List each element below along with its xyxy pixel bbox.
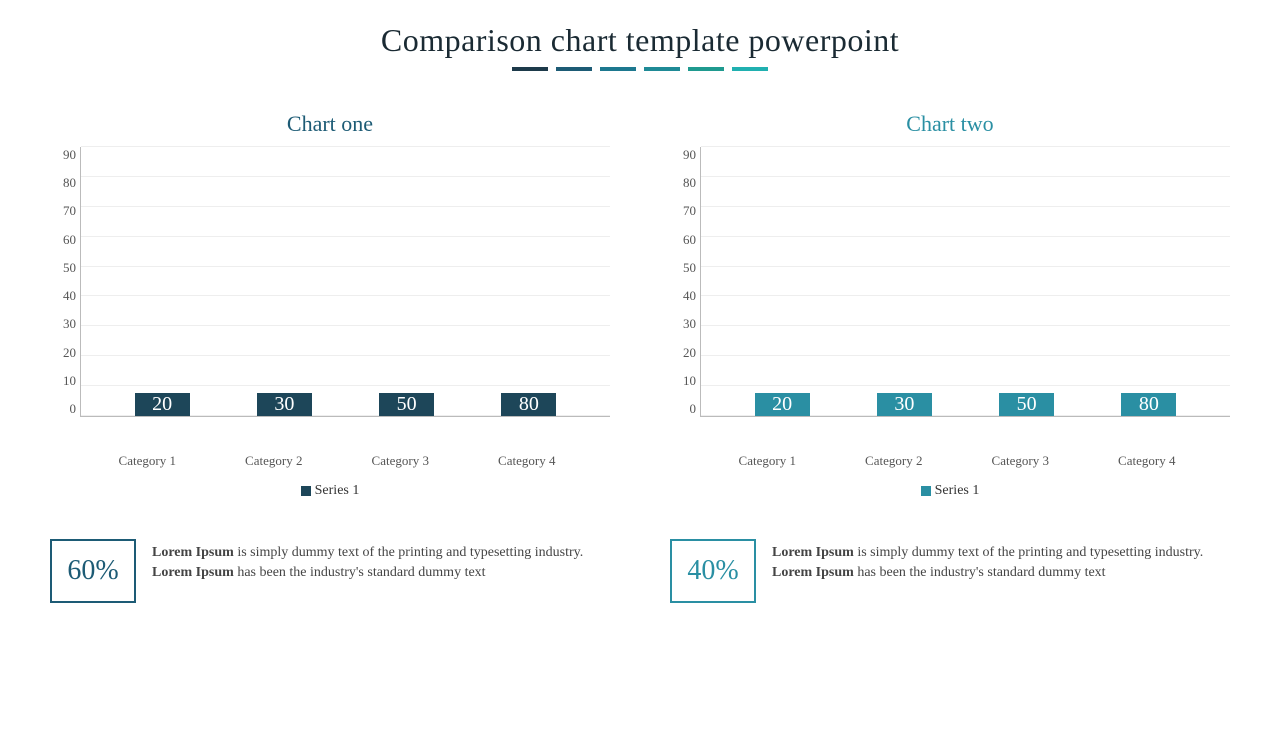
stat-bold: Lorem Ipsum [152,565,234,580]
y-tick-label: 70 [683,203,696,219]
x-tick-label: Category 2 [854,453,934,469]
y-axis: 90 80 70 60 50 40 30 20 10 0 [670,147,700,417]
legend: Series 1 [50,483,610,499]
x-tick-label: Category 4 [1107,453,1187,469]
underline-dash [556,67,592,71]
x-tick-label: Category 1 [727,453,807,469]
underline-dash [512,67,548,71]
chart-subtitle: Chart two [670,111,1230,137]
underline-dash [732,67,768,71]
y-tick-label: 10 [683,373,696,389]
plot-area: 20 30 50 80 [80,147,610,417]
chart-subtitle: Chart one [50,111,610,137]
y-tick-label: 30 [683,316,696,332]
x-tick-label: Category 4 [487,453,567,469]
x-tick-label: Category 3 [360,453,440,469]
bar: 80 [1121,393,1176,416]
bar: 20 [135,393,190,416]
bar-group: 30 [244,393,324,416]
stats-row: 60% Lorem Ipsum is simply dummy text of t… [0,539,1280,603]
bar-group: 80 [1109,393,1189,416]
y-tick-label: 60 [683,232,696,248]
bar-group: 20 [122,393,202,416]
y-tick-label: 20 [683,345,696,361]
y-tick-label: 90 [683,147,696,163]
stat-description: Lorem Ipsum is simply dummy text of the … [152,539,610,582]
legend-label: Series 1 [935,483,980,498]
y-tick-label: 40 [683,288,696,304]
x-axis-labels: Category 1 Category 2 Category 3 Category 4 [50,447,610,469]
bar-group: 50 [987,393,1067,416]
stat-panel: 40% Lorem Ipsum is simply dummy text of t… [670,539,1230,603]
bar: 20 [755,393,810,416]
bar: 80 [501,393,556,416]
plot-area: 20 30 50 80 [700,147,1230,417]
title-underline [0,67,1280,71]
stat-bold: Lorem Ipsum [772,545,854,560]
bar: 50 [999,393,1054,416]
x-tick-label: Category 3 [980,453,1060,469]
chart-wrap: 90 80 70 60 50 40 30 20 10 0 20 30 50 80 [50,147,610,447]
chart-panel: Chart two 90 80 70 60 50 40 30 20 10 0 20 30 50 80 Cate… [670,111,1230,499]
legend: Series 1 [670,483,1230,499]
stat-bold: Lorem Ipsum [772,565,854,580]
charts-row: Chart one 90 80 70 60 50 40 30 20 10 0 20 30 50 80 Cate… [0,111,1280,499]
underline-dash [644,67,680,71]
y-tick-label: 20 [63,345,76,361]
x-axis-labels: Category 1 Category 2 Category 3 Category 4 [670,447,1230,469]
chart-wrap: 90 80 70 60 50 40 30 20 10 0 20 30 50 80 [670,147,1230,447]
y-axis: 90 80 70 60 50 40 30 20 10 0 [50,147,80,417]
y-tick-label: 30 [63,316,76,332]
bar-group: 80 [489,393,569,416]
bar-group: 30 [864,393,944,416]
bar-group: 20 [742,393,822,416]
stat-bold: Lorem Ipsum [152,545,234,560]
bar: 30 [877,393,932,416]
y-tick-label: 60 [63,232,76,248]
y-tick-label: 0 [70,401,77,417]
bars-container: 20 30 50 80 [701,147,1230,416]
chart-panel: Chart one 90 80 70 60 50 40 30 20 10 0 20 30 50 80 Cate… [50,111,610,499]
y-tick-label: 80 [683,175,696,191]
bars-container: 20 30 50 80 [81,147,610,416]
y-tick-label: 40 [63,288,76,304]
stat-percent-box: 40% [670,539,756,603]
y-tick-label: 90 [63,147,76,163]
stat-panel: 60% Lorem Ipsum is simply dummy text of t… [50,539,610,603]
x-tick-label: Category 1 [107,453,187,469]
legend-swatch [301,486,311,496]
stat-description: Lorem Ipsum is simply dummy text of the … [772,539,1230,582]
stat-percent-box: 60% [50,539,136,603]
underline-dash [688,67,724,71]
y-tick-label: 80 [63,175,76,191]
slide-title: Comparison chart template powerpoint [0,22,1280,59]
y-tick-label: 50 [63,260,76,276]
y-tick-label: 10 [63,373,76,389]
underline-dash [600,67,636,71]
y-tick-label: 50 [683,260,696,276]
bar: 30 [257,393,312,416]
y-tick-label: 0 [690,401,697,417]
legend-label: Series 1 [315,483,360,498]
y-tick-label: 70 [63,203,76,219]
bar-group: 50 [367,393,447,416]
bar: 50 [379,393,434,416]
legend-swatch [921,486,931,496]
x-tick-label: Category 2 [234,453,314,469]
